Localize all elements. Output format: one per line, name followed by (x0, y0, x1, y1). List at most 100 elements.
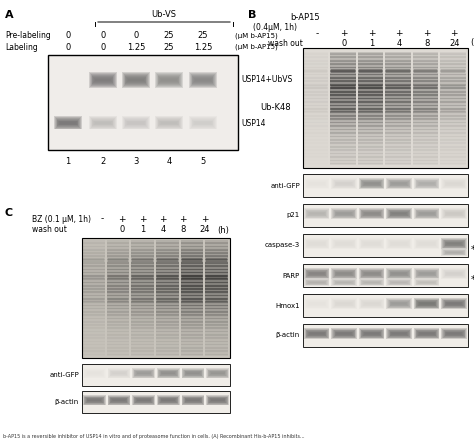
Bar (440, 91, 466, 93)
Bar (385, 80, 411, 82)
Bar (303, 118, 328, 120)
Text: +: + (159, 214, 167, 224)
Bar (107, 317, 129, 319)
Bar (181, 333, 203, 335)
Bar (205, 252, 228, 254)
Bar (107, 308, 129, 310)
Bar (303, 69, 328, 71)
Bar (385, 103, 411, 104)
Bar (443, 270, 465, 278)
Bar (183, 370, 203, 377)
Bar (107, 264, 129, 266)
Bar (336, 332, 352, 335)
Bar (440, 105, 466, 107)
Bar (303, 146, 328, 148)
Bar (136, 398, 152, 402)
Bar (303, 48, 468, 168)
Text: 0: 0 (65, 43, 71, 51)
Bar (107, 259, 129, 261)
Bar (445, 271, 464, 276)
Bar (156, 319, 179, 322)
Bar (107, 324, 129, 326)
Bar (418, 242, 436, 246)
Text: 25: 25 (164, 43, 174, 51)
Bar (385, 88, 411, 90)
Bar (363, 212, 381, 216)
Bar (181, 242, 203, 244)
Bar (109, 370, 129, 377)
Bar (330, 76, 356, 78)
Bar (181, 341, 203, 343)
Bar (156, 347, 179, 349)
Bar (330, 138, 356, 140)
Bar (161, 372, 175, 374)
Bar (303, 135, 328, 137)
Bar (303, 264, 468, 287)
Bar (330, 150, 356, 152)
Bar (131, 297, 154, 299)
Text: (μM b-AP15): (μM b-AP15) (235, 33, 278, 39)
Bar (108, 275, 128, 279)
Bar (391, 242, 408, 246)
Bar (156, 259, 179, 261)
Bar (205, 243, 228, 246)
Bar (360, 179, 384, 188)
Bar (159, 370, 178, 376)
Bar (333, 270, 356, 278)
Bar (158, 76, 180, 84)
Bar (359, 298, 384, 309)
Bar (336, 242, 352, 245)
Bar (181, 252, 203, 254)
Bar (205, 274, 228, 276)
Bar (358, 101, 383, 103)
Bar (385, 133, 411, 136)
Bar (361, 210, 382, 217)
Bar (358, 117, 383, 118)
Bar (337, 213, 351, 214)
Bar (385, 69, 411, 71)
Bar (303, 94, 328, 96)
Bar (330, 145, 356, 147)
Bar (385, 84, 411, 86)
Bar (95, 79, 111, 81)
Bar (156, 265, 179, 267)
Bar (332, 299, 356, 308)
Bar (182, 395, 204, 405)
Bar (303, 110, 328, 111)
Bar (156, 331, 179, 333)
Bar (131, 246, 154, 248)
Bar (205, 266, 228, 268)
Bar (187, 400, 200, 401)
Bar (156, 354, 179, 356)
Bar (107, 335, 129, 337)
Bar (107, 343, 129, 345)
Bar (110, 398, 128, 403)
Bar (385, 149, 411, 151)
Bar (361, 271, 382, 277)
Bar (444, 240, 465, 247)
Bar (358, 152, 383, 154)
Bar (205, 312, 228, 315)
Bar (181, 318, 203, 320)
Bar (131, 271, 154, 273)
Bar (82, 351, 105, 353)
Text: *: * (471, 275, 474, 285)
Bar (156, 338, 179, 341)
Bar (440, 161, 466, 164)
Bar (440, 66, 466, 68)
Bar (413, 84, 438, 86)
Bar (330, 153, 356, 155)
Bar (303, 154, 328, 157)
Bar (419, 303, 434, 304)
Bar (156, 315, 179, 317)
Bar (362, 331, 381, 336)
Bar (92, 76, 113, 84)
Bar (210, 372, 225, 374)
Bar (336, 182, 353, 186)
Bar (358, 53, 383, 55)
Bar (440, 51, 466, 54)
Bar (413, 76, 438, 78)
Bar (445, 251, 464, 254)
Bar (206, 258, 227, 262)
Bar (83, 368, 106, 378)
